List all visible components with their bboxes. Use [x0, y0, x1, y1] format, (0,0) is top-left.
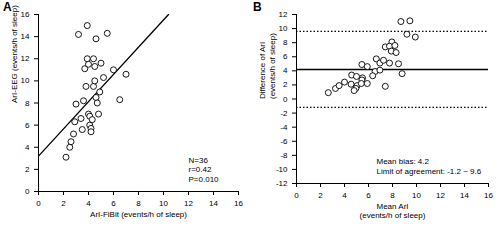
- svg-text:-4: -4: [280, 123, 288, 132]
- svg-text:-12: -12: [276, 179, 288, 188]
- svg-text:0: 0: [294, 191, 299, 200]
- svg-text:4: 4: [283, 66, 288, 75]
- svg-text:12: 12: [436, 191, 445, 200]
- svg-text:N=36r=0.42P=0.010: N=36r=0.42P=0.010: [189, 156, 220, 183]
- svg-text:2: 2: [61, 199, 66, 208]
- svg-text:10: 10: [412, 191, 421, 200]
- svg-text:12: 12: [184, 199, 193, 208]
- svg-text:4: 4: [86, 199, 91, 208]
- svg-text:0: 0: [283, 95, 288, 104]
- svg-text:-6: -6: [280, 137, 288, 146]
- svg-text:6: 6: [111, 199, 116, 208]
- svg-text:14: 14: [21, 32, 30, 41]
- svg-text:2: 2: [318, 191, 323, 200]
- svg-text:16: 16: [21, 10, 30, 19]
- svg-text:4: 4: [342, 191, 347, 200]
- svg-text:8: 8: [390, 191, 395, 200]
- html-text:A: A: [3, 0, 12, 14]
- svg-text:ArI-FiBit (events/h of sleep): ArI-FiBit (events/h of sleep): [90, 210, 187, 219]
- svg-text:14: 14: [460, 191, 469, 200]
- svg-text:Mean bias: 4.2Limit of agreeme: Mean bias: 4.2Limit of agreement: -1.2 ~…: [377, 157, 482, 175]
- svg-text:16: 16: [484, 191, 493, 200]
- svg-text:10: 10: [159, 199, 168, 208]
- svg-text:8: 8: [25, 99, 30, 108]
- svg-text:6: 6: [366, 191, 371, 200]
- svg-text:8: 8: [283, 38, 288, 47]
- svg-text:-8: -8: [280, 151, 288, 160]
- svg-text:6: 6: [25, 121, 30, 130]
- svg-text:6: 6: [283, 52, 288, 61]
- svg-text:14: 14: [209, 199, 218, 208]
- svg-text:-2: -2: [280, 109, 288, 118]
- svg-text:2: 2: [25, 165, 30, 174]
- svg-text:10: 10: [21, 76, 30, 85]
- svg-text:Difference of ArI(events/h of: Difference of ArI(events/h of sleep): [258, 33, 276, 99]
- svg-text:0: 0: [25, 187, 30, 196]
- svg-text:12: 12: [21, 54, 30, 63]
- svg-text:12: 12: [279, 10, 288, 19]
- svg-text:10: 10: [279, 24, 288, 33]
- svg-text:16: 16: [234, 199, 243, 208]
- svg-text:2: 2: [283, 80, 288, 89]
- svg-text:-10: -10: [276, 165, 288, 174]
- svg-text:Mean ArI(events/h of sleep): Mean ArI(events/h of sleep): [360, 202, 426, 220]
- svg-text:0: 0: [36, 199, 41, 208]
- svg-text:8: 8: [136, 199, 141, 208]
- svg-text:ArI-EEG (events/h of sleep): ArI-EEG (events/h of sleep): [10, 5, 19, 103]
- svg-text:4: 4: [25, 143, 30, 152]
- html-text:B: B: [253, 0, 262, 14]
